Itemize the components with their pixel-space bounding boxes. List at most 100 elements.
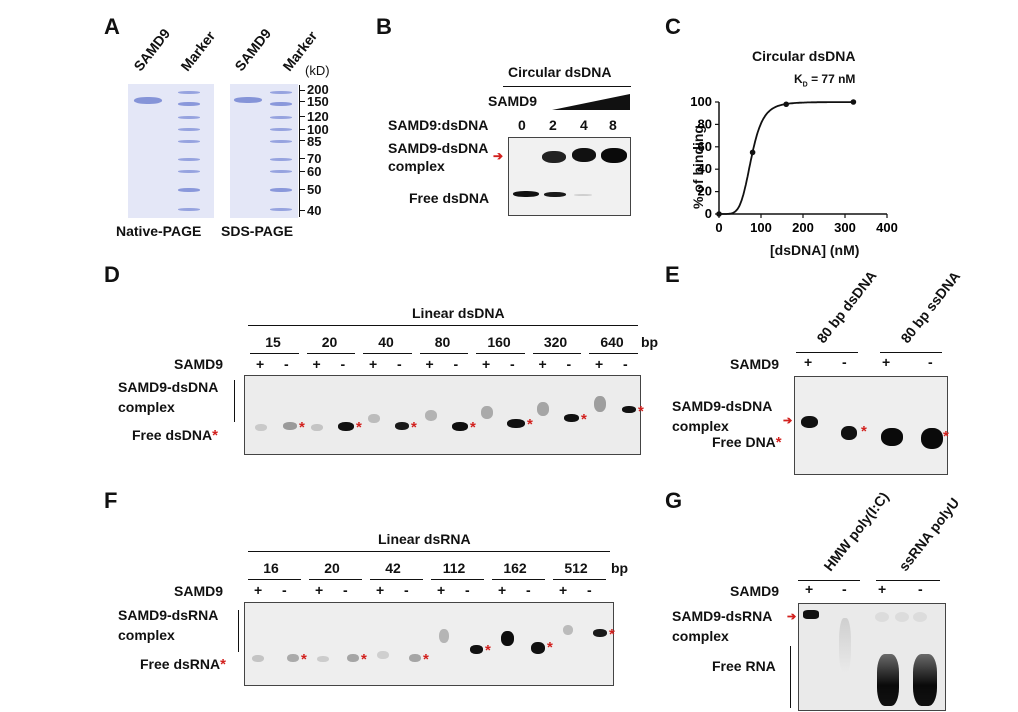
bp-unit-d: bp xyxy=(641,334,659,350)
linear-dsrna-title: Linear dsRNA xyxy=(378,531,471,547)
gel-band xyxy=(338,422,354,431)
size-underline xyxy=(250,353,299,355)
size-label: 640 xyxy=(600,334,624,350)
size-underline xyxy=(553,579,606,581)
samd9-sign: + xyxy=(254,582,263,598)
gel-band xyxy=(283,422,297,430)
ratio-8: 8 xyxy=(609,117,617,133)
size-underline xyxy=(306,353,355,355)
gel-band xyxy=(531,642,545,654)
ssdna-dsdna-gel: * * xyxy=(794,376,949,475)
samd9-sign: + xyxy=(315,582,324,598)
samd9-sign: - xyxy=(340,356,346,372)
size-label: 20 xyxy=(324,560,340,576)
samd9-sign: + xyxy=(538,356,547,372)
x-tick-label: 300 xyxy=(834,220,856,235)
size-label: 15 xyxy=(265,334,281,350)
samd9-label-d: SAMD9 xyxy=(174,356,224,372)
red-arrow-icon: ➔ xyxy=(783,415,793,427)
size-label: 160 xyxy=(487,334,511,350)
gel-band xyxy=(507,419,525,428)
linear-dsdna-underline xyxy=(248,325,638,327)
samd9-sign: + xyxy=(312,356,321,372)
sign-g4: - xyxy=(918,581,923,597)
samd9-sign: + xyxy=(425,356,434,372)
samd9-sign: - xyxy=(284,356,289,372)
complex-label-b: SAMD9-dsDNA complex xyxy=(388,140,489,174)
complex-bracket-d xyxy=(234,380,236,422)
free-band-asterisk: * xyxy=(547,639,553,656)
x-tick-label: 100 xyxy=(750,220,772,235)
gel-band xyxy=(287,654,299,662)
lane-label-samd9-native: SAMD9 xyxy=(130,25,174,75)
sign-g3: + xyxy=(878,581,887,597)
size-label: 112 xyxy=(442,560,466,576)
x-tick-label: 200 xyxy=(792,220,814,235)
size-underline xyxy=(589,353,638,355)
ratio-2: 2 xyxy=(549,117,557,133)
free-dsrna-label-f: Free dsRNA* xyxy=(140,656,226,673)
samd9-sign: + xyxy=(595,356,604,372)
free-rna-bracket xyxy=(790,646,792,708)
panel-label-f: F xyxy=(104,488,118,513)
samd9-sign: + xyxy=(437,582,446,598)
title-underline xyxy=(503,86,631,88)
sign-g2: - xyxy=(842,581,847,597)
sds-page-gel xyxy=(230,84,298,218)
gel-band xyxy=(537,402,549,416)
size-underline xyxy=(309,579,362,581)
group-underline-g2 xyxy=(876,580,940,582)
x-tick-label: 400 xyxy=(876,220,898,235)
data-point xyxy=(783,101,789,108)
data-point xyxy=(749,149,756,156)
gel-band xyxy=(563,625,573,635)
free-band-asterisk: * xyxy=(638,403,644,420)
linear-dsdna-gel: * * * * * * * xyxy=(244,375,644,455)
kd-unit-label: (kD) xyxy=(305,63,330,78)
gel-band xyxy=(409,654,421,662)
gel-band xyxy=(594,396,606,412)
group-underline-e2 xyxy=(880,352,942,354)
size-label: 80 xyxy=(434,334,451,350)
gel-band xyxy=(481,406,493,419)
ratio-4: 4 xyxy=(580,117,588,133)
bp-unit-f: bp xyxy=(611,560,629,576)
size-label: 512 xyxy=(564,560,588,576)
sds-page-caption: SDS-PAGE xyxy=(221,223,294,239)
size-label: 40 xyxy=(378,334,394,350)
panel-label-e: E xyxy=(665,262,680,287)
samd9-sign: - xyxy=(404,582,409,598)
samd9-sign: - xyxy=(526,582,531,598)
panel-label-d: D xyxy=(104,262,120,287)
samd9-sign: - xyxy=(282,582,287,598)
y-tick-label: 100 xyxy=(690,94,712,109)
group-label-80bp-ssdna: 80 bp ssDNA xyxy=(897,268,964,346)
binding-curve-chart: 0 100 200 300 400 0 20 40 60 80 100 xyxy=(690,94,898,235)
y-tick-label: 20 xyxy=(698,184,712,199)
samd9-sign: - xyxy=(397,356,402,372)
samd9-sign: + xyxy=(369,356,378,372)
red-arrow-icon: ➔ xyxy=(493,149,504,163)
gel-band xyxy=(425,410,437,421)
y-tick-label: 60 xyxy=(698,139,712,154)
gel-band xyxy=(564,414,579,422)
marker-scale: 200 150 120 100 85 70 60 50 40 xyxy=(300,82,332,223)
group-label-hmw-polyic: HMW poly(I:C) xyxy=(820,488,892,574)
samd9-sign: + xyxy=(256,356,265,372)
panel-label-g: G xyxy=(665,488,683,513)
fit-curve xyxy=(719,101,854,215)
ratio-label: SAMD9:dsDNA xyxy=(388,117,489,133)
size-underline xyxy=(532,353,581,355)
free-dsdna-label-d: Free dsDNA* xyxy=(132,427,218,444)
gel-band xyxy=(368,414,380,423)
size-label: 20 xyxy=(321,334,338,350)
samd9-sign: - xyxy=(623,356,628,372)
chart-title: Circular dsDNA xyxy=(752,48,856,64)
ratio-0: 0 xyxy=(518,117,526,133)
gel-band xyxy=(593,629,607,637)
samd9-label: SAMD9 xyxy=(488,93,538,109)
data-point xyxy=(850,99,857,105)
gel-band xyxy=(622,406,636,413)
gel-band xyxy=(347,654,359,662)
free-band-asterisk: * xyxy=(485,642,491,659)
